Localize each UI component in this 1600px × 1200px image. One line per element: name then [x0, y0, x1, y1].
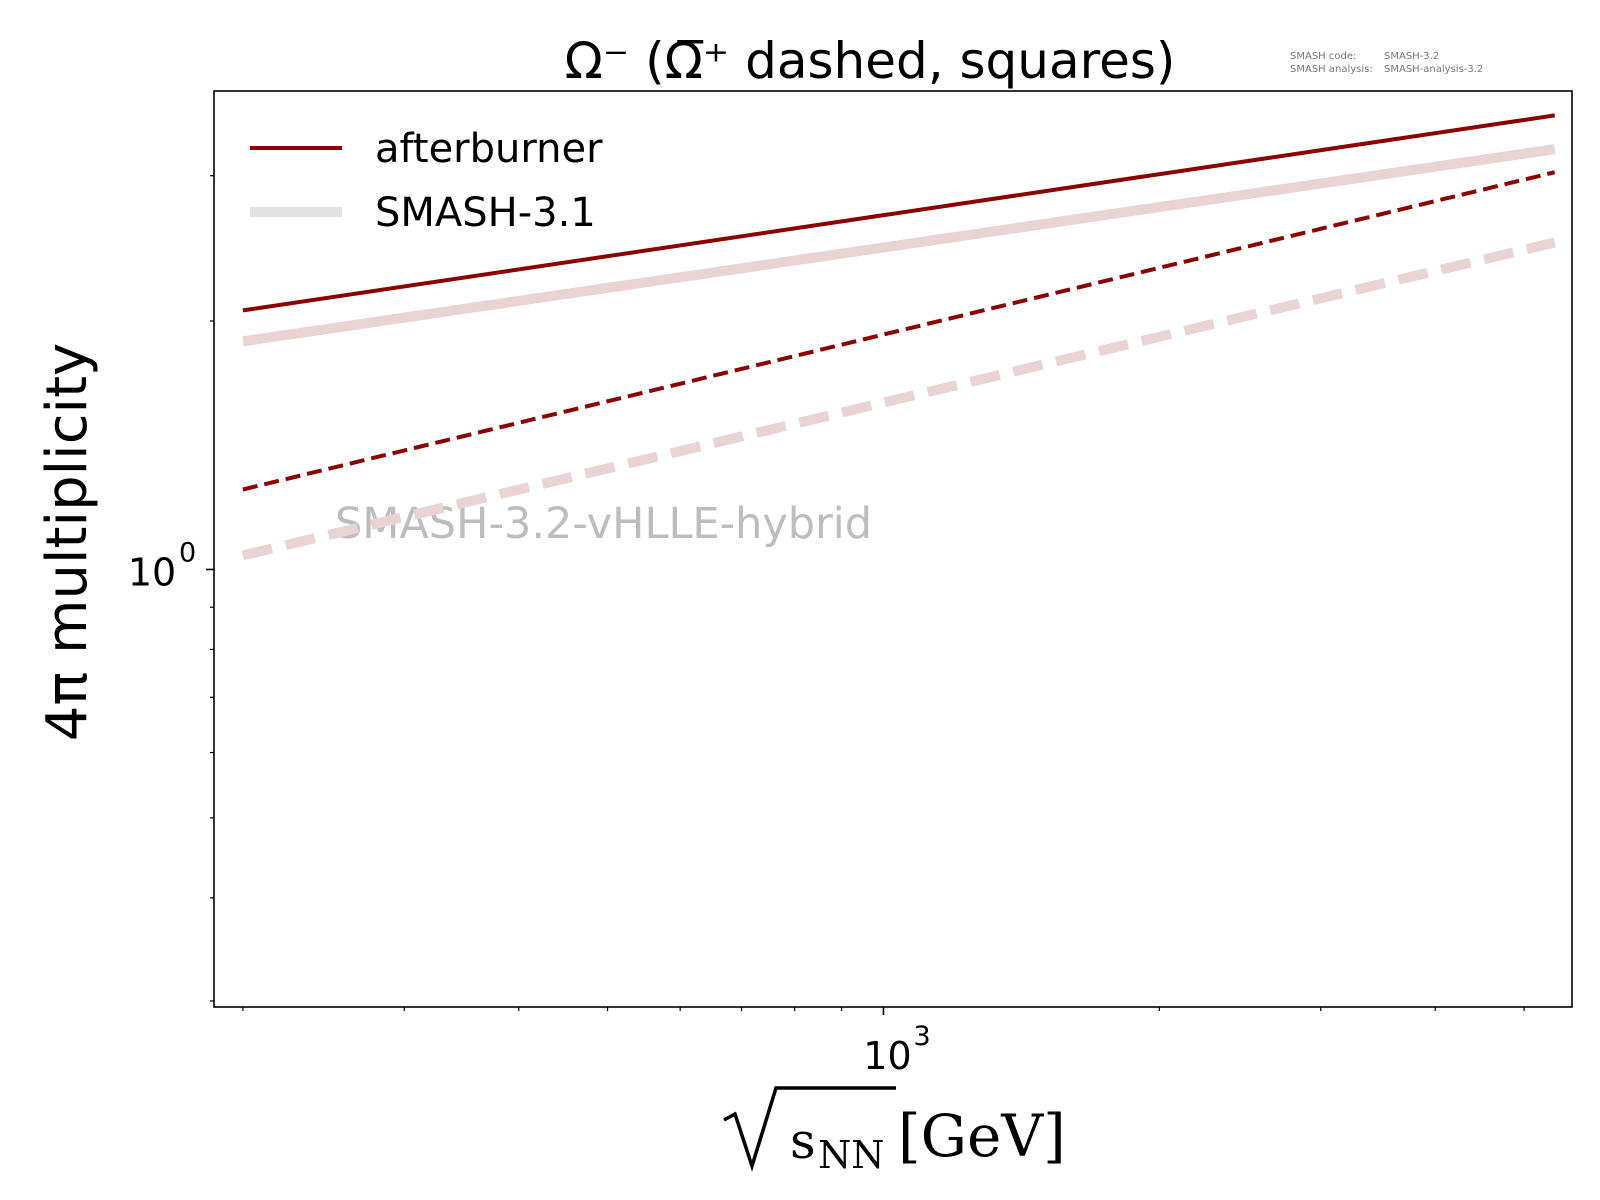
y-axis-ticks: 10 0: [128, 175, 214, 1002]
plot-area-frame: [213, 90, 1573, 1008]
series-line-2: [242, 170, 1556, 492]
x-tick-label: 10: [863, 1034, 911, 1078]
sqrt-symbol: [723, 1086, 896, 1172]
chart-title: Ω⁻ (Ω̅⁺ dashed, squares): [565, 32, 1176, 90]
x-axis-label-radicand: s: [790, 1112, 816, 1170]
y-axis-label: 4π multiplicity: [35, 343, 100, 741]
x-axis-label-subscript: NN: [818, 1133, 885, 1177]
x-axis-label: s NN [GeV]: [723, 1086, 1066, 1177]
smash-code-value: SMASH-3.2: [1384, 51, 1439, 62]
y-tick-label: 10: [128, 550, 176, 594]
smash-code-key: SMASH code:: [1290, 51, 1356, 62]
smash-analysis-key: SMASH analysis:: [1290, 64, 1373, 75]
smash-analysis-value: SMASH-analysis-3.2: [1384, 64, 1483, 75]
x-tick-label-exponent: 3: [913, 1021, 930, 1052]
series-line-0: [242, 113, 1555, 313]
y-tick-label-exponent: 0: [179, 537, 196, 568]
legend: afterburner SMASH-3.1: [250, 126, 603, 236]
x-axis-label-unit: [GeV]: [898, 1102, 1066, 1170]
series-line-1: [242, 144, 1556, 347]
legend-smash31-label: SMASH-3.1: [375, 190, 596, 236]
legend-afterburner-label: afterburner: [375, 126, 603, 172]
hybrid-watermark: SMASH-3.2-vHLLE-hybrid: [335, 499, 872, 549]
series-line-3: [241, 237, 1556, 561]
series-group: [241, 113, 1556, 561]
x-axis-ticks: 10 3: [242, 1007, 1525, 1078]
